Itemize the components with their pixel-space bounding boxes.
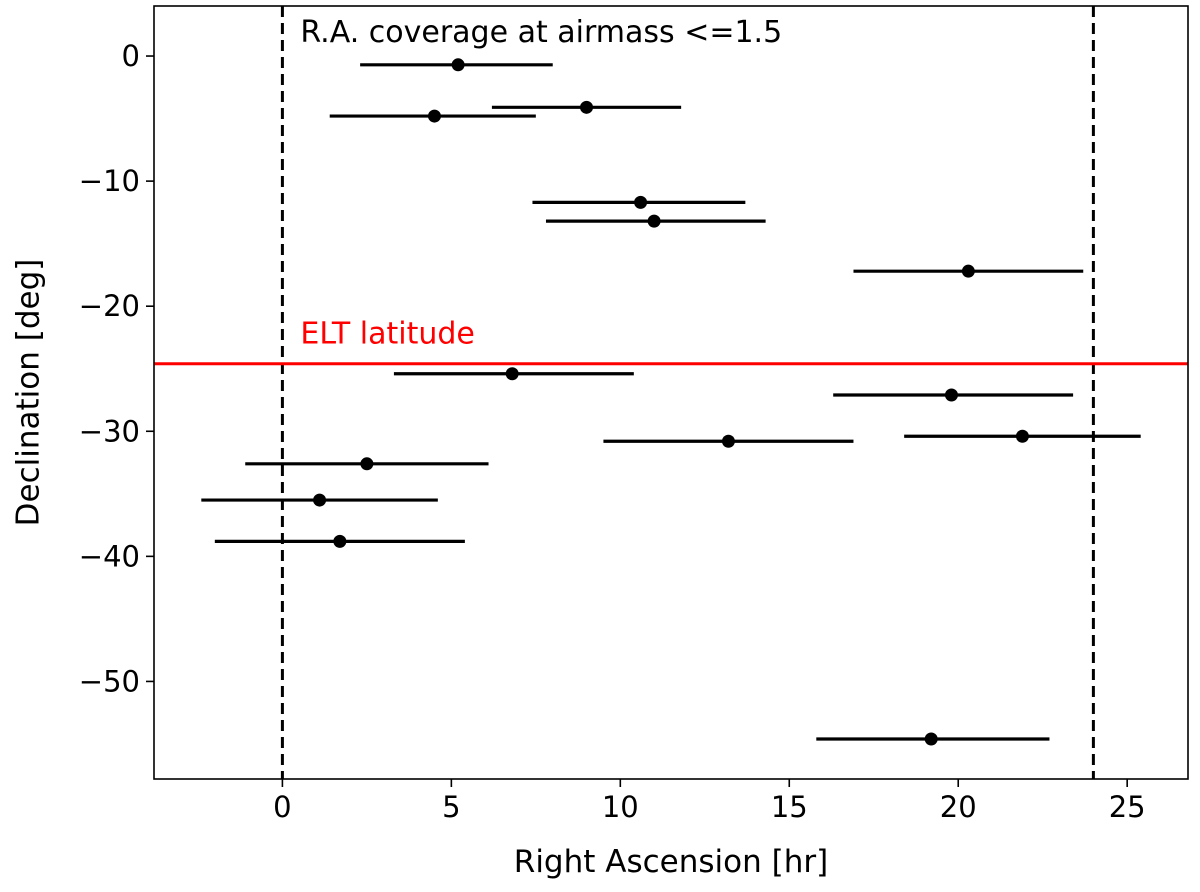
data-point-4 <box>647 214 661 228</box>
data-point-9 <box>721 434 735 448</box>
y-tick-label-0: 0 <box>122 39 140 73</box>
y-axis-label: Declination [deg] <box>11 259 47 527</box>
data-point-10 <box>360 457 374 471</box>
elt-latitude-label: ELT latitude <box>300 317 475 352</box>
y-tick-label--10: −10 <box>79 164 140 198</box>
chart-points <box>201 58 1141 746</box>
y-tick-label--40: −40 <box>79 539 140 573</box>
data-point-12 <box>333 534 347 548</box>
plot-area-frame <box>153 5 1189 780</box>
y-tick-label--20: −20 <box>79 289 140 323</box>
data-point-13 <box>924 732 938 746</box>
x-tick-label-5: 5 <box>442 790 460 824</box>
data-point-7 <box>944 388 958 402</box>
axis-ticks: 0 5 10 15 20 25 0 −10 −20 −30 −40 −50 <box>79 39 1146 824</box>
x-tick-label-10: 10 <box>602 790 639 824</box>
data-point-3 <box>634 195 648 209</box>
chart-lines <box>154 6 1188 779</box>
data-point-0 <box>451 58 465 72</box>
data-point-6 <box>505 367 519 381</box>
y-tick-label--30: −30 <box>79 414 140 448</box>
data-point-5 <box>961 264 975 278</box>
x-tick-label-0: 0 <box>273 790 291 824</box>
x-tick-label-20: 20 <box>940 790 977 824</box>
x-tick-label-15: 15 <box>771 790 808 824</box>
data-point-1 <box>580 100 594 114</box>
data-point-2 <box>427 109 441 123</box>
x-tick-label-25: 25 <box>1109 790 1146 824</box>
x-axis-label: Right Ascension [hr] <box>514 844 828 880</box>
data-point-8 <box>1015 429 1029 443</box>
y-tick-label--50: −50 <box>79 664 140 698</box>
data-point-11 <box>313 493 327 507</box>
coverage-annotation: R.A. coverage at airmass <=1.5 <box>300 15 782 50</box>
